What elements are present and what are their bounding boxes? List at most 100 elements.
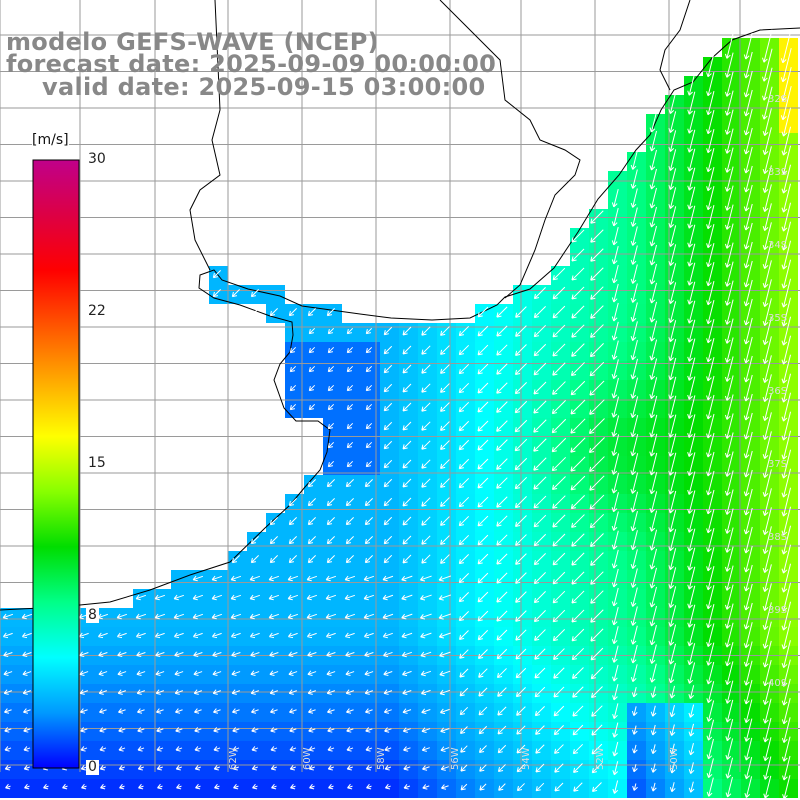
wind-arrow — [632, 783, 638, 791]
wind-speed-cell — [342, 513, 361, 532]
wind-speed-cell — [722, 190, 741, 209]
wind-arrow — [269, 651, 279, 658]
wind-speed-cell — [589, 513, 608, 532]
wind-speed-cell — [741, 380, 760, 399]
wind-arrow — [781, 240, 792, 270]
wind-arrow — [649, 433, 658, 457]
wind-speed-cell — [285, 532, 304, 551]
wind-arrow — [287, 575, 299, 582]
wind-arrow — [611, 321, 619, 341]
wind-arrow — [706, 243, 715, 268]
wind-speed-cell — [247, 741, 266, 760]
wind-arrow — [762, 621, 772, 649]
wind-speed-cell — [722, 76, 741, 95]
wind-speed-cell — [589, 722, 608, 741]
wind-speed-cell — [532, 456, 551, 475]
wind-arrow — [743, 545, 753, 573]
wind-speed-cell — [570, 532, 589, 551]
wind-speed-cell — [380, 342, 399, 361]
wind-arrow — [781, 316, 792, 346]
wind-arrow — [232, 764, 239, 771]
wind-arrow — [346, 422, 354, 430]
wind-arrow — [515, 687, 526, 698]
wind-speed-cell — [494, 589, 513, 608]
wind-arrow — [441, 784, 449, 790]
wind-arrow — [632, 764, 638, 773]
wind-arrow — [325, 632, 336, 639]
wind-arrow — [571, 609, 585, 623]
wind-arrow — [496, 553, 508, 565]
wind-arrow — [345, 670, 355, 676]
wind-speed-cell — [570, 627, 589, 646]
wind-arrow — [117, 689, 127, 695]
wind-speed-cell — [779, 209, 798, 228]
wind-speed-cell — [703, 627, 722, 646]
wind-arrow — [725, 719, 734, 742]
wind-speed-cell — [418, 418, 437, 437]
wind-speed-cell — [570, 475, 589, 494]
wind-speed-cell — [380, 722, 399, 741]
wind-arrow — [533, 306, 546, 319]
wind-arrow — [668, 339, 677, 362]
wind-arrow — [590, 571, 604, 585]
wind-arrow — [612, 722, 619, 738]
wind-arrow — [327, 327, 335, 335]
wind-speed-cell — [608, 456, 627, 475]
wind-arrow — [193, 689, 203, 695]
wind-speed-cell — [437, 418, 456, 437]
wind-arrow — [478, 687, 488, 697]
wind-arrow — [592, 782, 602, 792]
wind-arrow — [156, 764, 163, 771]
wind-arrow — [706, 623, 715, 647]
wind-arrow — [533, 552, 547, 566]
wind-speed-cell — [437, 323, 456, 342]
wind-arrow — [479, 783, 487, 791]
lon-label: 62W — [228, 747, 239, 770]
wind-speed-cell — [475, 323, 494, 342]
wind-speed-cell — [741, 570, 760, 589]
wind-arrow — [535, 782, 545, 792]
wind-arrow — [589, 475, 605, 491]
wind-arrow — [649, 206, 657, 228]
wind-speed-cell — [513, 323, 532, 342]
wind-arrow — [249, 594, 261, 601]
wind-speed-cell — [133, 741, 152, 760]
wind-arrow — [552, 552, 566, 566]
wind-speed-cell — [665, 361, 684, 380]
wind-arrow — [706, 642, 715, 666]
wind-speed-cell — [532, 285, 551, 304]
wind-arrow — [383, 670, 393, 677]
wind-speed-cell — [95, 665, 114, 684]
wind-arrow — [668, 301, 677, 324]
wind-arrow — [572, 743, 584, 755]
wind-speed-cell — [437, 684, 456, 703]
wind-speed-cell — [741, 76, 760, 95]
wind-speed-cell — [703, 380, 722, 399]
wind-speed-cell — [722, 475, 741, 494]
wind-speed-cell — [646, 418, 665, 437]
wind-speed-cell — [532, 418, 551, 437]
wind-speed-cell — [760, 513, 779, 532]
wind-arrow — [571, 324, 585, 338]
wind-speed-cell — [437, 665, 456, 684]
wind-speed-cell — [513, 380, 532, 399]
wind-speed-cell — [285, 304, 304, 323]
wind-speed-cell — [494, 342, 513, 361]
wind-arrow — [706, 300, 715, 325]
wind-arrow — [135, 613, 147, 620]
wind-arrow — [288, 670, 298, 676]
wind-arrow — [496, 344, 508, 356]
wind-arrow — [706, 375, 715, 401]
wind-arrow — [534, 648, 546, 660]
wind-speed-cell — [228, 608, 247, 627]
wind-arrow — [327, 403, 335, 411]
wind-arrow — [630, 207, 638, 227]
wind-speed-cell — [570, 437, 589, 456]
wind-arrow — [364, 689, 374, 695]
wind-speed-cell — [266, 722, 285, 741]
wind-arrow — [724, 527, 734, 553]
wind-speed-cell — [361, 684, 380, 703]
wind-arrow — [762, 165, 772, 193]
wind-arrow — [213, 727, 221, 733]
wind-speed-cell — [285, 551, 304, 570]
